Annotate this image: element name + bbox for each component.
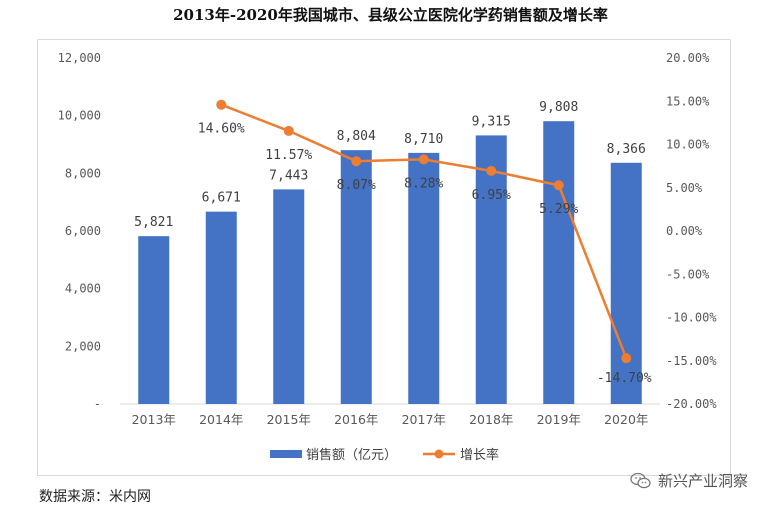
y-right-tick-label: -5.00% xyxy=(666,267,710,281)
bar xyxy=(543,121,575,404)
bar-value-label: 6,671 xyxy=(202,191,241,206)
y-right-tick-label: -20.00% xyxy=(666,397,717,411)
y-right-tick-label: -15.00% xyxy=(666,354,717,368)
bar-value-label: 5,821 xyxy=(134,215,173,230)
growth-value-label: -14.70% xyxy=(597,371,652,386)
bar-value-label: 7,443 xyxy=(269,168,308,183)
chart-title: 2013年-2020年我国城市、县级公立医院化学药销售额及增长率 xyxy=(173,6,608,24)
x-tick-label: 2017年 xyxy=(402,412,446,427)
legend-line-marker xyxy=(434,449,444,459)
bar xyxy=(610,162,642,404)
y-right-tick-label: 5.00% xyxy=(666,181,703,195)
legend-bar-swatch xyxy=(270,450,302,458)
y-right-tick-label: 10.00% xyxy=(666,138,710,152)
growth-point xyxy=(351,156,362,167)
bar-value-label: 8,804 xyxy=(337,129,376,144)
y-left-tick-label: - xyxy=(94,397,101,411)
x-tick-label: 2018年 xyxy=(469,412,513,427)
x-tick-label: 2014年 xyxy=(199,412,243,427)
watermark: 新兴产业洞察 xyxy=(630,470,748,491)
y-left-tick-label: 6,000 xyxy=(65,224,101,238)
bar xyxy=(273,189,305,404)
bar-value-label: 8,366 xyxy=(607,142,646,157)
growth-value-label: 11.57% xyxy=(265,148,312,163)
wechat-icon xyxy=(630,472,651,488)
bar-value-label: 9,315 xyxy=(472,114,511,129)
y-right-tick-label: 20.00% xyxy=(666,51,710,65)
bar xyxy=(138,236,170,404)
growth-point xyxy=(283,125,294,136)
bar xyxy=(408,152,440,404)
y-left-tick-label: 10,000 xyxy=(58,109,101,123)
growth-value-label: 8.07% xyxy=(337,178,376,193)
chart-frame xyxy=(37,39,731,476)
growth-point xyxy=(621,353,632,364)
growth-value-label: 6.95% xyxy=(472,188,511,203)
x-tick-label: 2015年 xyxy=(267,412,311,427)
growth-value-label: 14.60% xyxy=(198,122,245,137)
x-tick-label: 2013年 xyxy=(132,412,176,427)
growth-value-label: 8.28% xyxy=(404,176,443,191)
bar xyxy=(340,150,372,404)
legend-bar-label: 销售额（亿元） xyxy=(306,447,397,463)
y-left-tick-label: 8,000 xyxy=(65,166,101,180)
y-left-tick-label: 2,000 xyxy=(65,339,101,353)
legend-line-label: 增长率 xyxy=(460,447,499,463)
watermark-text: 新兴产业洞察 xyxy=(658,472,749,490)
source-note: 数据来源：米内网 xyxy=(39,489,151,505)
y-left-tick-label: 12,000 xyxy=(58,51,101,65)
growth-value-label: 5.29% xyxy=(539,202,578,217)
x-tick-label: 2019年 xyxy=(537,412,581,427)
growth-point xyxy=(216,99,227,110)
y-left-tick-label: 4,000 xyxy=(65,282,101,296)
bar-value-label: 9,808 xyxy=(539,100,578,115)
bar-value-label: 8,710 xyxy=(404,132,443,147)
x-tick-label: 2020年 xyxy=(604,412,648,427)
growth-point xyxy=(553,180,564,191)
growth-point xyxy=(418,154,429,165)
bar xyxy=(205,211,237,404)
growth-point xyxy=(486,165,497,176)
x-tick-label: 2016年 xyxy=(334,412,378,427)
bar xyxy=(475,135,507,405)
y-right-tick-label: -10.00% xyxy=(666,311,717,325)
y-right-tick-label: 0.00% xyxy=(666,224,703,238)
y-right-tick-label: 15.00% xyxy=(666,94,710,108)
